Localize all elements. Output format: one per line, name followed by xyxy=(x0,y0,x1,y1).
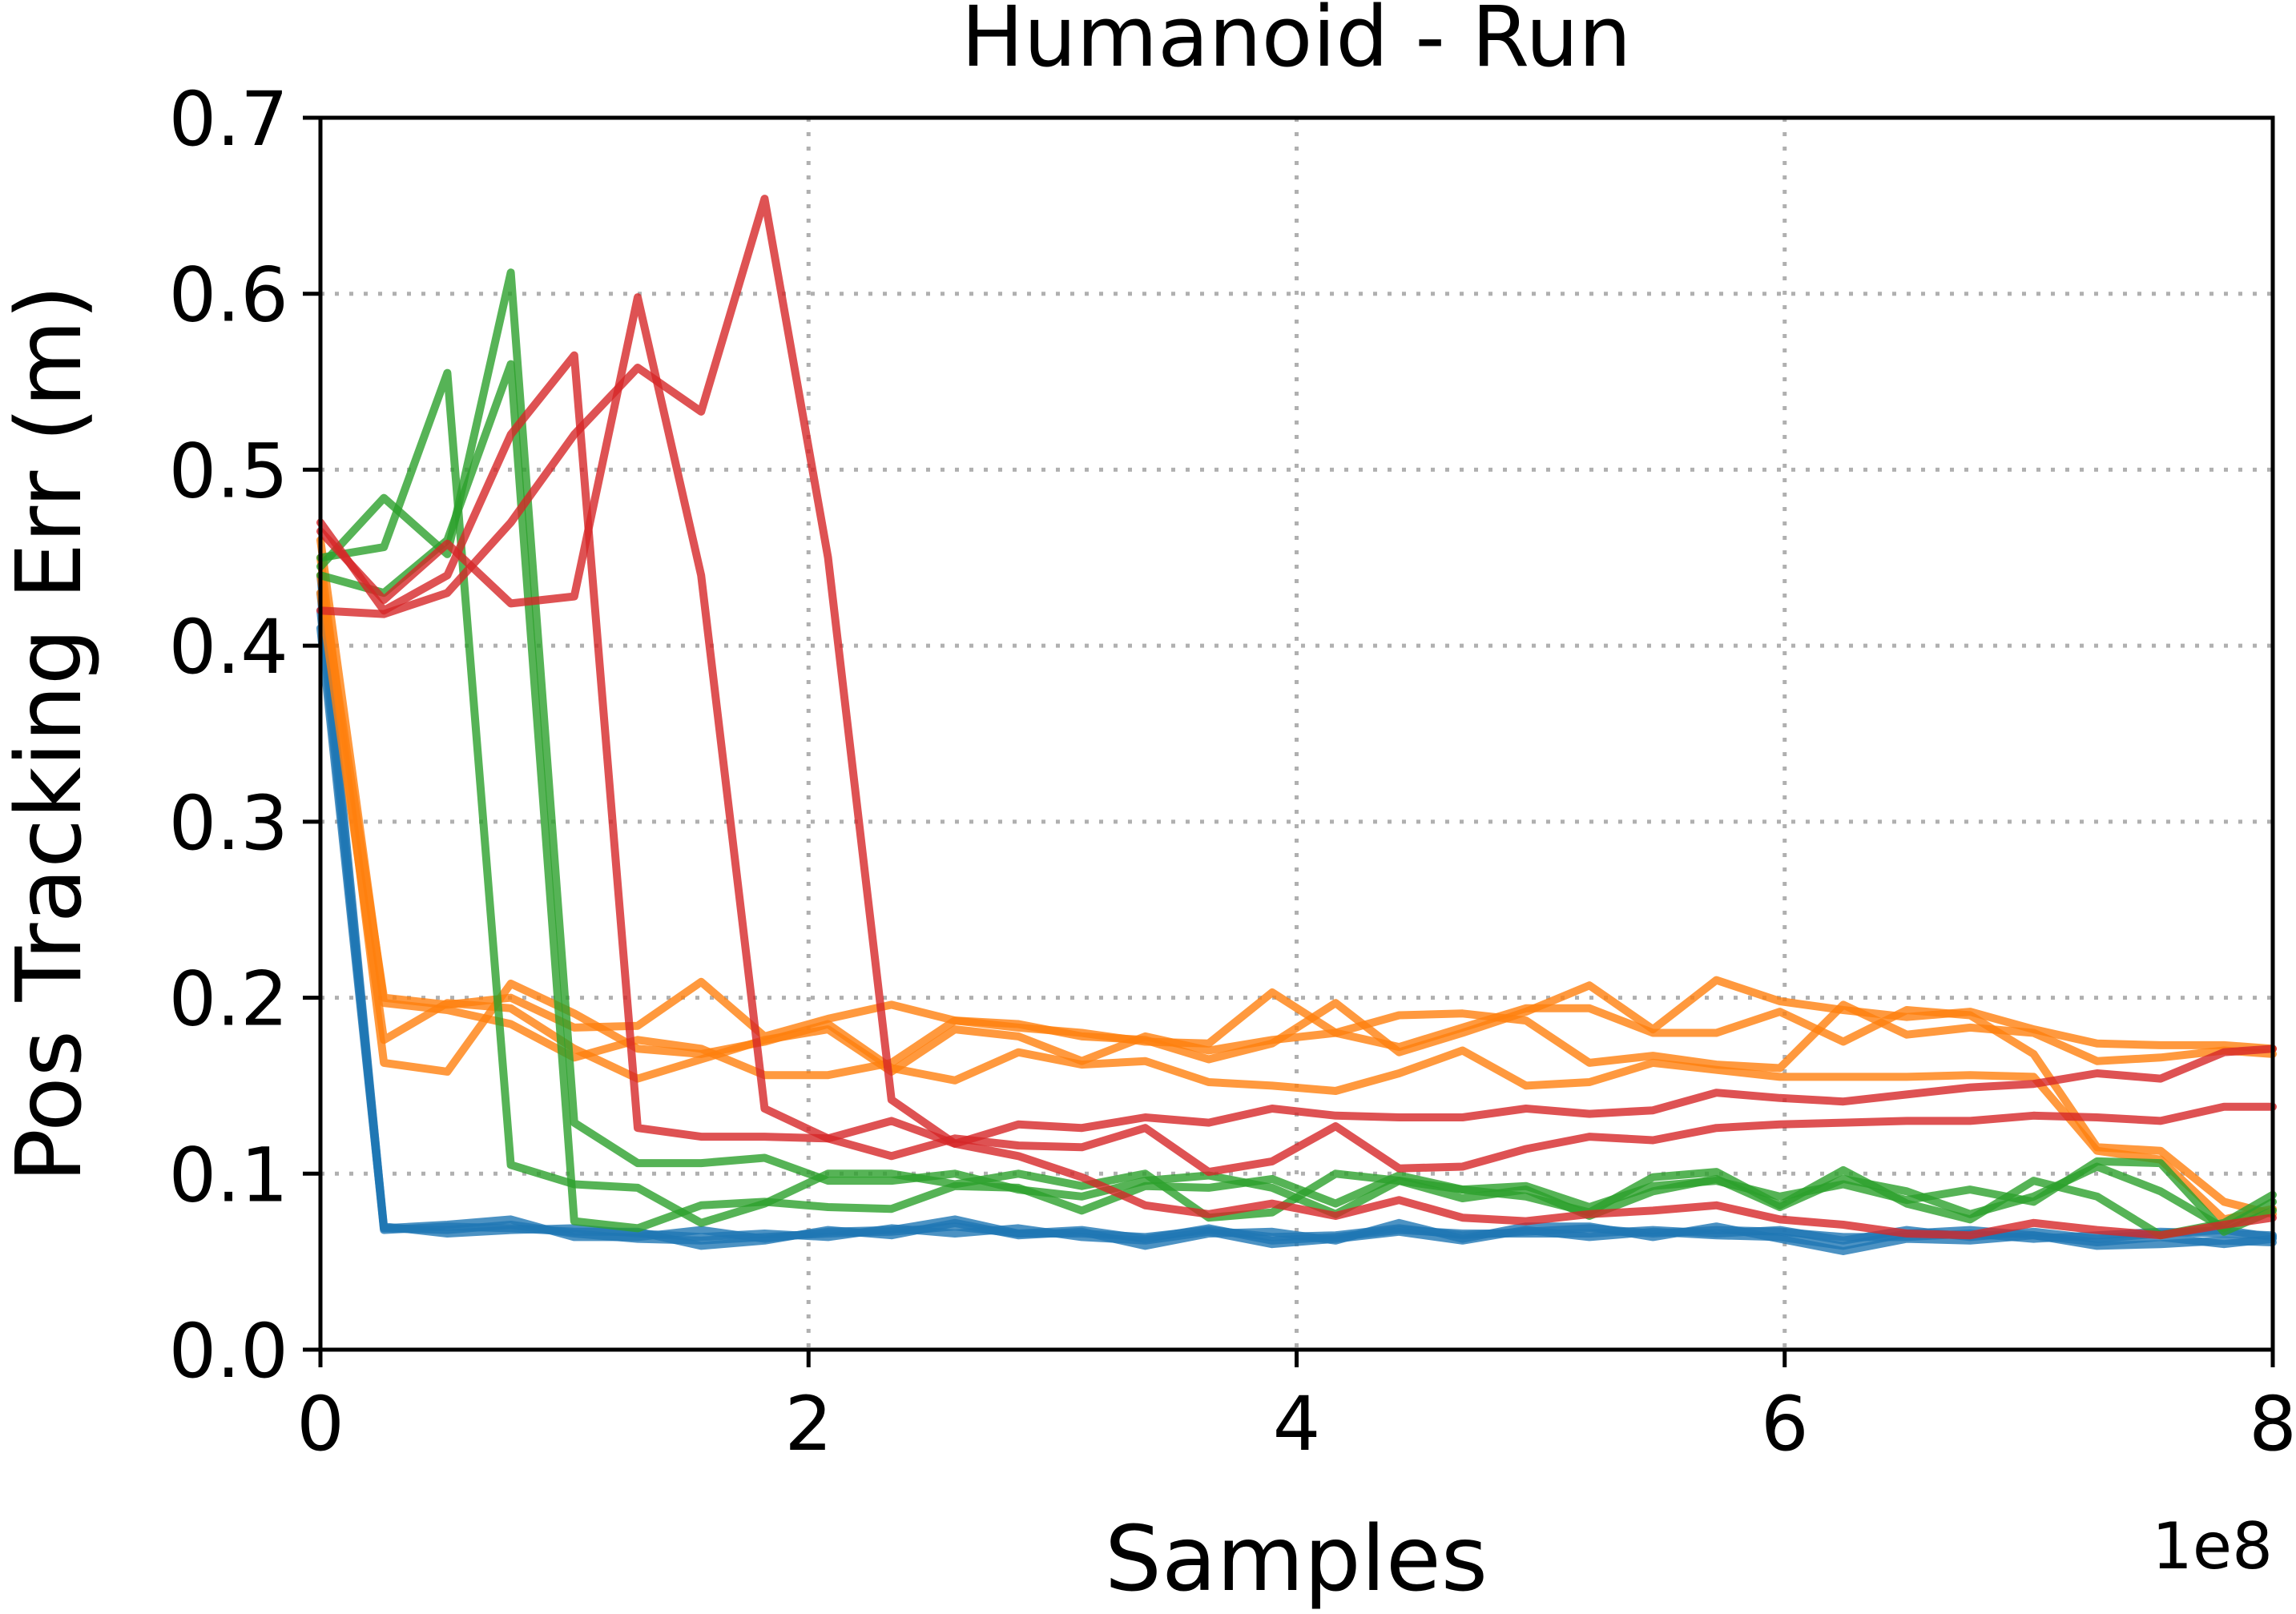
series-line-8 xyxy=(316,536,2277,1080)
series-line-6 xyxy=(316,589,2277,1218)
series-line-12 xyxy=(316,351,2277,1148)
grid xyxy=(320,118,2273,1350)
series-line-3 xyxy=(316,606,2277,1255)
x-axis: 0 2 4 6 8 xyxy=(296,1350,2296,1468)
y-tick-label: 0.2 xyxy=(169,956,289,1044)
y-tick-label: 0.4 xyxy=(169,604,289,691)
x-tick-label: 6 xyxy=(1761,1381,1809,1468)
series-line-10 xyxy=(316,268,2277,1233)
plot-series xyxy=(316,195,2277,1255)
y-tick-label: 0.0 xyxy=(169,1308,289,1395)
series-line-11 xyxy=(316,360,2277,1236)
y-tick-label: 0.1 xyxy=(169,1132,289,1219)
y-tick-label: 0.3 xyxy=(169,780,289,867)
series-line-7 xyxy=(316,553,2277,1224)
series-line-13 xyxy=(316,293,2277,1177)
chart-title: Humanoid - Run xyxy=(961,0,1632,86)
y-tick-label: 0.6 xyxy=(169,252,289,340)
y-tick-label: 0.7 xyxy=(169,76,289,163)
x-tick-label: 8 xyxy=(2249,1381,2296,1468)
x-tick-label: 2 xyxy=(784,1381,832,1468)
y-axis: 0.0 0.1 0.2 0.3 0.4 0.5 0.6 0.7 xyxy=(169,76,320,1395)
x-tick-label: 0 xyxy=(296,1381,344,1468)
series-line-4 xyxy=(316,571,2277,1245)
y-tick-label: 0.5 xyxy=(169,428,289,515)
series-line-14 xyxy=(316,195,2277,1240)
x-tick-label: 4 xyxy=(1273,1381,1321,1468)
plot-frame xyxy=(318,115,2275,1352)
y-axis-label: Pos Tracking Err (m) xyxy=(0,285,102,1183)
x-axis-label: Samples xyxy=(1105,1507,1488,1612)
x-axis-offset-label: 1e8 xyxy=(2152,1509,2273,1584)
